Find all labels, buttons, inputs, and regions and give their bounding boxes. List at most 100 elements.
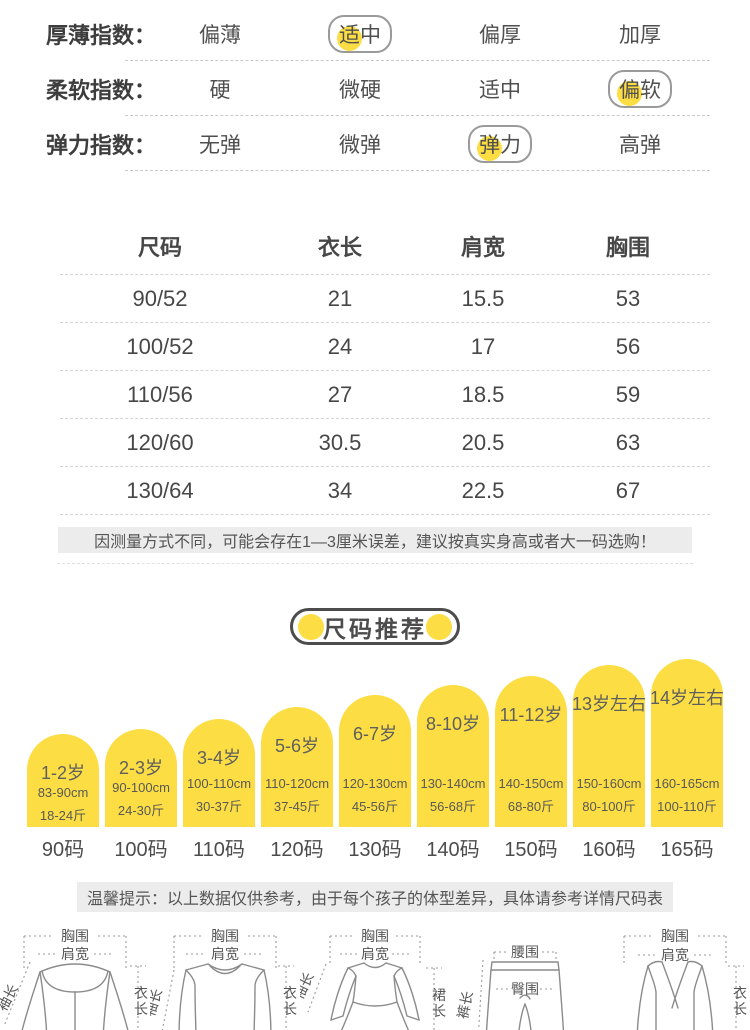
col-header-length: 衣长 — [317, 234, 362, 260]
fabric-indices-section: 厚薄指数： 偏薄 适中 偏厚 加厚 柔软指数： 硬 微硬 适中 偏软 弹力指数：… — [0, 0, 750, 171]
measuring-diagrams: 胸围 肩宽 袖长 衣长 胸围 肩宽 — [0, 926, 750, 1030]
cell-shoulder: 20.5 — [461, 429, 505, 455]
cell-length: 34 — [327, 477, 353, 503]
pullover-measure-diagram: 胸围 肩宽 袖长 衣长 — [150, 928, 297, 1030]
svg-text:腰围: 腰围 — [511, 944, 539, 960]
svg-text:臀围: 臀围 — [511, 981, 539, 997]
size-code: 150码 — [504, 839, 558, 861]
svg-text:胸围: 胸围 — [361, 928, 389, 944]
pants-measure-diagram: 腰围 臀围 裤长 — [454, 944, 565, 1030]
cell-size: 90/52 — [132, 285, 188, 311]
col-header-size: 尺码 — [137, 234, 182, 260]
thickness-option-extra-thick: 加厚 — [619, 23, 661, 47]
thickness-index-label: 厚薄指数： — [46, 22, 157, 48]
svg-text:胸围: 胸围 — [61, 928, 89, 944]
size-code: 160码 — [582, 839, 636, 861]
cell-length: 21 — [327, 285, 353, 311]
softness-index-label: 柔软指数： — [46, 77, 157, 103]
size-recommend-badge: 尺码推荐 — [290, 608, 460, 645]
highlight-blob — [617, 80, 642, 106]
thickness-option-thick: 偏厚 — [479, 23, 521, 47]
table-row: 90/52 21 15.5 53 — [60, 275, 710, 323]
cell-shoulder: 18.5 — [461, 381, 505, 407]
cardigan-measure-diagram: 胸围 肩宽 袖长 衣长 — [0, 928, 148, 1030]
size-bar-100: 2-3岁 90-100cm 24-30斤 — [105, 729, 177, 827]
size-bar-160: 13岁左右 150-160cm 80-100斤 — [572, 665, 646, 827]
size-code: 130码 — [348, 839, 402, 861]
highlight-blob — [337, 25, 362, 51]
elasticity-index-row: 弹力指数： 无弹 微弹 弹力 高弹 — [0, 116, 750, 171]
dress-measure-diagram: 胸围 肩宽 袖长 裙长 — [300, 928, 446, 1030]
cell-chest: 59 — [615, 381, 641, 407]
cell-size: 110/56 — [127, 381, 193, 407]
vest-measure-diagram: 胸围 肩宽 衣长 — [623, 928, 747, 1030]
thickness-index-row: 厚薄指数： 偏薄 适中 偏厚 加厚 — [0, 6, 750, 61]
warm-tip-note: 温馨提示：以上数据仅供参考，由于每个孩子的体型差异，具体请参考详情尺码表 — [77, 882, 673, 912]
size-recommendation-bars: 1-2岁 83-90cm 18-24斤 2-3岁 90-100cm 24-30斤 3-4… — [0, 657, 750, 827]
svg-text:袖长: 袖长 — [0, 982, 21, 1014]
svg-text:胸围: 胸围 — [211, 928, 239, 944]
size-bar-90: 1-2岁 83-90cm 18-24斤 — [27, 734, 99, 827]
svg-text:裤长: 裤长 — [454, 990, 475, 1021]
divider — [125, 60, 710, 61]
softness-option-hard: 硬 — [209, 78, 231, 102]
table-row: 110/56 27 18.5 59 — [60, 371, 710, 419]
svg-text:肩宽: 肩宽 — [211, 946, 239, 962]
cell-chest: 63 — [615, 429, 641, 455]
divider — [57, 563, 693, 564]
cell-size: 100/52 — [126, 333, 194, 359]
elasticity-option-none: 无弹 — [199, 133, 241, 157]
divider — [125, 170, 710, 171]
elasticity-option-high: 高弹 — [619, 133, 661, 157]
size-code: 165码 — [660, 839, 714, 861]
col-header-shoulder: 肩宽 — [460, 234, 505, 260]
size-code: 100码 — [114, 839, 168, 861]
cell-shoulder: 17 — [470, 333, 496, 359]
cell-chest: 56 — [615, 333, 641, 359]
cell-length: 27 — [327, 381, 353, 407]
divider — [125, 115, 710, 116]
thickness-option-thin: 偏薄 — [199, 23, 241, 47]
cell-length: 30.5 — [318, 429, 362, 455]
cell-shoulder: 22.5 — [461, 477, 505, 503]
svg-text:衣长: 衣长 — [733, 985, 747, 1017]
size-bar-120: 5-6岁 110-120cm 37-45斤 — [261, 707, 333, 827]
table-row: 120/60 30.5 20.5 63 — [60, 419, 710, 467]
elasticity-option-slight: 微弹 — [339, 133, 381, 157]
cell-size: 130/64 — [126, 477, 194, 503]
size-code: 90码 — [41, 839, 85, 861]
highlight-blob — [477, 135, 502, 161]
cell-size: 120/60 — [126, 429, 194, 455]
table-header-row: 尺码 衣长 肩宽 胸围 — [60, 217, 710, 275]
col-header-chest: 胸围 — [605, 234, 650, 260]
size-code: 140码 — [426, 839, 480, 861]
elasticity-option-elastic-selected: 弹力 — [468, 124, 532, 163]
size-bar-165: 14岁左右 160-165cm 100-110斤 — [650, 659, 724, 827]
softness-option-slightly-hard: 微硬 — [339, 78, 381, 102]
table-row: 100/52 24 17 56 — [60, 323, 710, 371]
svg-text:肩宽: 肩宽 — [361, 946, 389, 962]
size-code-labels: 90码 100码 110码 120码 130码 140码 150码 160码 1… — [0, 833, 750, 862]
softness-option-soft-selected: 偏软 — [608, 69, 672, 108]
cell-chest: 53 — [615, 285, 641, 311]
elasticity-index-label: 弹力指数： — [46, 132, 157, 158]
cell-shoulder: 15.5 — [461, 285, 505, 311]
size-measurements-table: 尺码 衣长 肩宽 胸围 90/52 21 15.5 53 100/52 24 1… — [60, 217, 710, 515]
size-bar-110: 3-4岁 100-110cm 30-37斤 — [183, 719, 255, 827]
svg-text:肩宽: 肩宽 — [61, 946, 89, 962]
softness-index-row: 柔软指数： 硬 微硬 适中 偏软 — [0, 61, 750, 116]
size-code: 110码 — [193, 839, 245, 861]
svg-text:裙长: 裙长 — [432, 987, 446, 1019]
badge-dot-left — [298, 613, 324, 640]
svg-text:衣长: 衣长 — [134, 985, 148, 1017]
size-bar-130: 6-7岁 120-130cm 45-56斤 — [339, 695, 411, 827]
size-bar-150: 11-12岁 140-150cm 68-80斤 — [495, 676, 567, 827]
measurement-tolerance-note: 因测量方式不同，可能会存在1—3厘米误差，建议按真实身高或者大一码选购！ — [58, 527, 692, 553]
badge-dot-right — [426, 613, 452, 640]
table-row: 130/64 34 22.5 67 — [60, 467, 710, 515]
cell-chest: 67 — [615, 477, 641, 503]
size-recommend-title: 尺码推荐 — [323, 615, 427, 642]
svg-text:肩宽: 肩宽 — [661, 947, 689, 963]
cell-length: 24 — [327, 333, 353, 359]
